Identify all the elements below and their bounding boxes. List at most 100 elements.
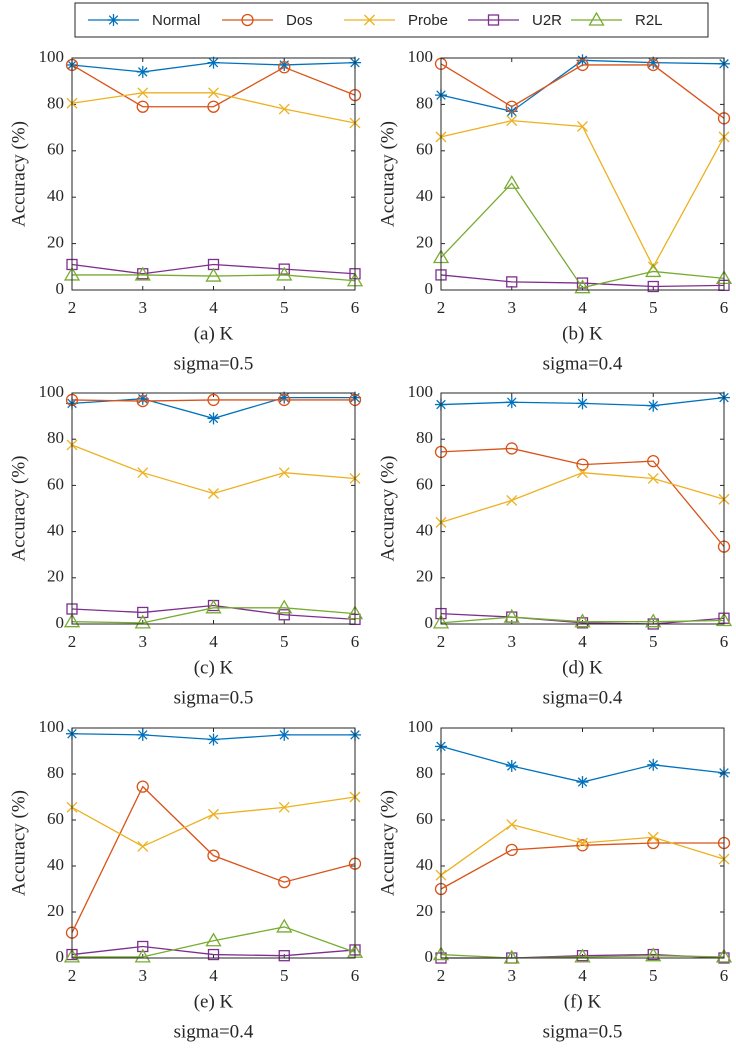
marker-stroke bbox=[364, 14, 375, 26]
marker-shape bbox=[134, 266, 151, 281]
marker bbox=[207, 948, 220, 961]
marker bbox=[506, 819, 518, 831]
marker bbox=[576, 776, 589, 789]
marker-shape bbox=[205, 932, 222, 947]
marker bbox=[647, 831, 659, 843]
y-tick-label: 60 bbox=[416, 140, 433, 159]
marker bbox=[278, 61, 291, 74]
x-tick-label: 5 bbox=[649, 298, 658, 317]
marker-shape bbox=[137, 940, 149, 953]
marker bbox=[647, 399, 660, 412]
marker-stroke bbox=[137, 730, 148, 740]
y-tick-label: 0 bbox=[56, 279, 65, 298]
y-tick-label: 60 bbox=[416, 474, 433, 493]
marker-shape bbox=[715, 948, 733, 963]
caption: sigma=0.4 bbox=[543, 353, 623, 374]
marker-shape bbox=[278, 263, 290, 275]
marker bbox=[63, 948, 81, 963]
series-line bbox=[440, 182, 725, 289]
y-tick-label: 20 bbox=[416, 567, 433, 586]
marker-shape bbox=[136, 780, 149, 793]
marker bbox=[136, 728, 149, 741]
marker-shape bbox=[645, 947, 662, 962]
marker-shape bbox=[241, 13, 254, 27]
marker-shape bbox=[63, 613, 81, 628]
y-tick-label: 80 bbox=[416, 93, 433, 112]
marker bbox=[241, 13, 254, 27]
x-tick-label: 5 bbox=[649, 632, 658, 651]
series-line bbox=[72, 926, 356, 958]
plot-area bbox=[72, 393, 355, 624]
marker-shape bbox=[645, 613, 662, 628]
marker-shape bbox=[278, 393, 291, 407]
marker-shape bbox=[503, 174, 520, 189]
marker bbox=[647, 454, 660, 468]
y-axis-label: Accuracy (%) bbox=[377, 121, 398, 227]
marker-shape bbox=[647, 454, 660, 468]
marker-shape bbox=[432, 946, 450, 961]
x-tick-label: 3 bbox=[139, 966, 148, 985]
y-tick-label: 20 bbox=[416, 233, 433, 252]
x-tick-label: 2 bbox=[68, 966, 77, 985]
marker-shape bbox=[63, 948, 81, 963]
x-tick-label: 5 bbox=[649, 966, 658, 985]
marker bbox=[107, 14, 120, 26]
marker-stroke bbox=[647, 473, 659, 484]
marker-stroke bbox=[577, 837, 588, 849]
y-axis-label: Accuracy (%) bbox=[377, 455, 398, 561]
x-tick-label: 5 bbox=[280, 632, 289, 651]
legend-label: Probe bbox=[408, 12, 448, 29]
marker-shape bbox=[207, 948, 220, 961]
marker-shape bbox=[278, 61, 291, 74]
y-tick-label: 40 bbox=[416, 855, 433, 874]
marker-stroke bbox=[137, 67, 148, 77]
marker-shape bbox=[503, 608, 520, 623]
marker-stroke bbox=[208, 734, 219, 745]
y-tick-label: 60 bbox=[47, 140, 64, 159]
x-tick-label: 6 bbox=[351, 966, 360, 985]
x-tick-label: 4 bbox=[578, 966, 587, 985]
marker bbox=[432, 614, 450, 629]
x-tick-label: 4 bbox=[209, 298, 218, 317]
marker bbox=[278, 801, 290, 813]
marker bbox=[364, 14, 375, 26]
marker bbox=[207, 393, 220, 407]
caption: sigma=0.5 bbox=[543, 1021, 623, 1042]
marker bbox=[505, 100, 518, 113]
y-tick-label: 100 bbox=[408, 717, 434, 736]
marker bbox=[503, 174, 520, 189]
caption: sigma=0.4 bbox=[543, 687, 623, 708]
y-tick-label: 40 bbox=[47, 855, 64, 874]
marker bbox=[207, 56, 220, 69]
series-line bbox=[440, 63, 725, 119]
marker bbox=[647, 758, 660, 771]
y-tick-label: 80 bbox=[47, 763, 64, 782]
x-tick-label: 2 bbox=[437, 632, 446, 651]
marker bbox=[432, 946, 450, 961]
marker bbox=[503, 949, 520, 964]
y-tick-label: 60 bbox=[47, 474, 64, 493]
y-tick-label: 0 bbox=[425, 613, 434, 632]
y-tick-label: 40 bbox=[416, 186, 433, 205]
marker bbox=[136, 100, 149, 113]
marker-shape bbox=[205, 267, 222, 282]
marker bbox=[574, 613, 591, 628]
marker-shape bbox=[207, 100, 220, 113]
y-axis-label: Accuracy (%) bbox=[8, 455, 29, 561]
marker bbox=[576, 458, 589, 471]
axes-box bbox=[440, 57, 725, 291]
marker-shape bbox=[207, 393, 220, 407]
y-tick-label: 100 bbox=[408, 382, 434, 401]
x-tick-label: 3 bbox=[508, 966, 517, 985]
x-tick-label: 4 bbox=[578, 632, 587, 651]
marker-stroke bbox=[648, 760, 659, 770]
series-line bbox=[71, 263, 356, 275]
y-tick-label: 100 bbox=[39, 47, 65, 66]
marker bbox=[278, 393, 291, 407]
caption: sigma=0.5 bbox=[174, 353, 254, 374]
marker bbox=[278, 103, 290, 115]
legend-label: Normal bbox=[152, 12, 200, 29]
marker bbox=[207, 412, 220, 425]
marker bbox=[576, 839, 589, 852]
marker bbox=[715, 612, 733, 627]
